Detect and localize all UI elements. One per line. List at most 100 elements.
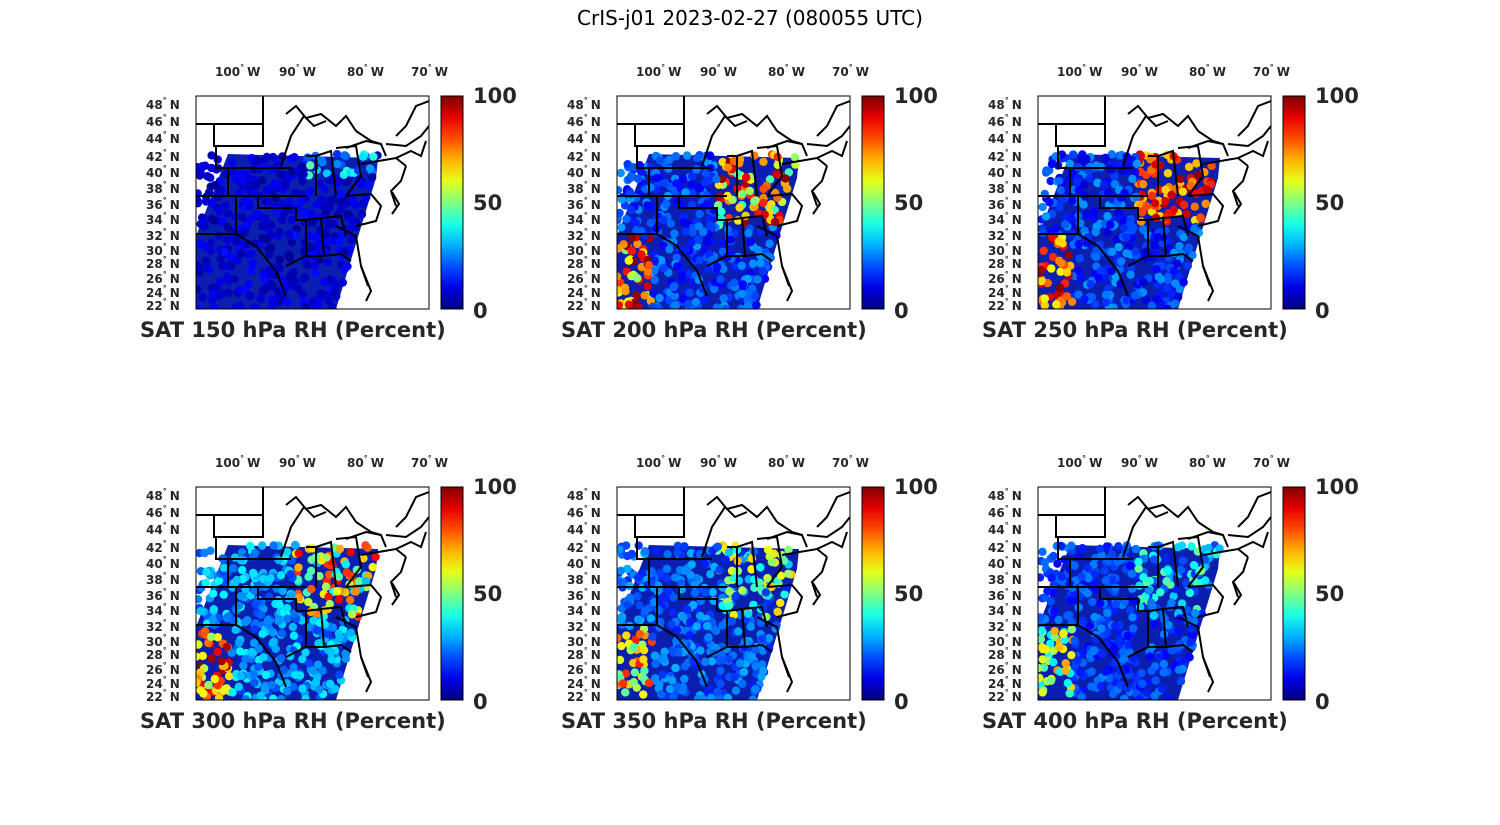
boundary-line [1127,495,1199,523]
boundary-line [636,146,712,169]
panel-title: SAT 150 hPa RH (Percent) [140,318,446,342]
lat-tick-label: 48° N [988,487,1022,503]
lon-tick-label: 90° W [279,63,316,79]
boundary-line [1157,149,1179,197]
boundary-line [678,196,718,220]
lat-tick-label: 46° N [988,504,1022,520]
boundary-line [781,265,790,287]
boundary-line [389,165,407,207]
boundary-line [1157,540,1179,588]
lat-tick-label: 34° N [146,602,180,618]
colorbar-tick-label: 50 [894,191,923,215]
lon-tick-label: 70° W [832,454,869,470]
lat-tick-label: 32° N [988,227,1022,243]
boundary-line [285,643,352,658]
map-frame [1037,486,1272,701]
boundary-line [1197,521,1224,536]
state-boundaries [617,96,850,302]
boundary-line [1237,100,1271,137]
lat-tick-label: 24° N [988,284,1022,300]
map-frame [195,95,430,310]
state-boundaries [617,487,850,693]
boundary-line [806,516,850,539]
colorbar-tick-label: 0 [894,299,909,323]
lat-tick-label: 42° N [567,539,601,555]
boundary-line [766,192,804,227]
colorbar-tick-label: 50 [894,582,923,606]
boundary-line [706,252,773,267]
lat-tick-label: 30° N [988,633,1022,649]
boundary-line [355,521,382,536]
lon-tick-label: 90° W [1121,454,1158,470]
lat-tick-label: 48° N [567,487,601,503]
map-plot: 100° W 90° W 80° W 70° W 48° N46° N44° N 42° N40° N38°… [567,63,938,323]
boundary-line [678,587,718,611]
lat-tick-label: 36° N [988,196,1022,212]
map-panel: 100° W 90° W 80° W 70° W 48° N 46° N 44° N 42° N 40° N 38°… [561,446,941,746]
boundary-line [736,149,758,197]
lat-tick-label: 26° N [146,661,180,677]
rh-points [1038,150,1216,309]
boundary-line [315,540,337,588]
boundary-line [1237,531,1269,550]
map-frame [616,95,851,310]
colorbar-tick-label: 0 [473,299,488,323]
boundary-line [285,495,357,523]
map-plot: 100° W 90° W 80° W 70° W 48° N46° N44° N 42° N40° N38°… [988,454,1359,714]
map-frame [616,486,851,701]
boundary-line [1233,582,1243,606]
lat-tick-label: 30° N [567,242,601,258]
panel-title: SAT 350 hPa RH (Percent) [561,709,867,733]
map-panel: 100° W 90° W 80° W 70° W 48° N 46° N 44° N 42° N 40° N 38°… [140,55,520,355]
lon-tick-label: 70° W [1253,63,1290,79]
panel-title: SAT 400 hPa RH (Percent) [982,709,1288,733]
colorbar-tick-label: 50 [473,582,502,606]
lon-tick-label: 70° W [411,63,448,79]
lon-tick-label: 70° W [411,454,448,470]
boundary-line [636,537,712,560]
boundary-line [1038,96,1106,125]
lat-tick-label: 22° N [146,297,180,313]
boundary-line [1055,124,1106,147]
boundary-line [285,104,357,132]
map-frame [1037,95,1272,310]
boundary-line [395,100,429,137]
boundary-line [1231,165,1249,207]
lon-tick-label: 100° W [636,454,681,470]
boundary-line [1197,130,1224,145]
boundary-line [816,100,850,137]
lat-tick-label: 48° N [146,487,180,503]
boundary-line [1202,656,1211,678]
colorbar-tick-label: 0 [894,690,909,714]
lat-tick-label: 46° N [146,504,180,520]
colorbar [440,486,464,701]
lat-tick-label: 28° N [567,646,601,662]
lat-tick-label: 26° N [567,661,601,677]
lat-tick-label: 24° N [146,284,180,300]
map-frame [195,486,430,701]
boundary-line [1127,252,1194,267]
boundary-line [1233,191,1243,215]
colorbar [440,95,464,310]
boundary-line [385,125,429,148]
boundary-line [257,587,297,611]
lat-tick-label: 30° N [146,633,180,649]
boundary-line [315,149,337,197]
lat-tick-label: 26° N [988,270,1022,286]
lon-tick-label: 80° W [768,454,805,470]
lat-tick-label: 48° N [567,96,601,112]
colorbar-tick-label: 50 [1315,582,1344,606]
lat-tick-label: 36° N [146,196,180,212]
lat-tick-label: 22° N [988,688,1022,704]
boundary-line [1227,516,1271,539]
rh-points [617,150,800,309]
lat-tick-label: 42° N [988,148,1022,164]
lat-tick-label: 48° N [146,96,180,112]
colorbar-tick-label: 50 [473,191,502,215]
lon-tick-label: 80° W [347,454,384,470]
lat-tick-label: 40° N [567,555,601,571]
boundary-line [395,531,427,550]
lon-tick-label: 80° W [1189,63,1226,79]
lat-tick-label: 40° N [146,164,180,180]
lat-tick-label: 40° N [567,164,601,180]
